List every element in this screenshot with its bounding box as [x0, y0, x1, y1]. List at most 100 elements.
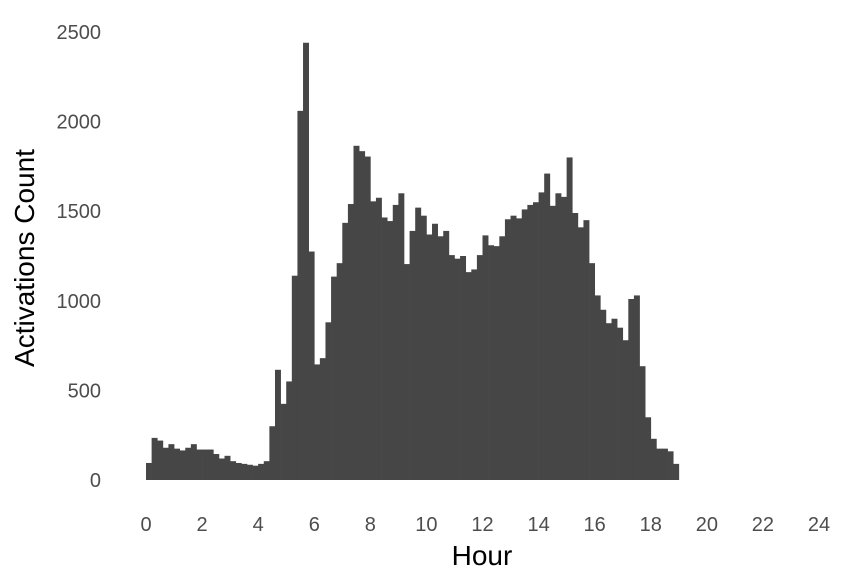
histogram-bar — [493, 246, 500, 480]
histogram-bar — [364, 156, 371, 480]
histogram-bar — [566, 157, 573, 480]
histogram-bar — [572, 212, 579, 480]
histogram-bar — [331, 276, 338, 480]
histogram-bar — [398, 193, 405, 480]
histogram-bar — [274, 369, 281, 480]
histogram-bar — [196, 449, 203, 480]
histogram-bar — [454, 258, 461, 480]
x-tick-label: 22 — [752, 514, 774, 536]
histogram-bar — [661, 448, 668, 480]
histogram-bar — [157, 440, 164, 480]
y-tick-label: 1000 — [57, 291, 102, 313]
histogram-bar — [258, 463, 265, 480]
histogram-bar — [577, 227, 584, 480]
x-tick-label: 0 — [140, 514, 151, 536]
y-axis-ticks: 0 500 1000 1500 2000 2500 — [57, 22, 102, 492]
histogram-bar — [465, 272, 472, 480]
histogram-bar — [235, 462, 242, 480]
histogram-bar — [174, 448, 180, 480]
histogram-bar — [538, 192, 545, 480]
histogram-bar — [521, 209, 528, 480]
histogram-bar — [218, 458, 225, 480]
histogram-bar — [532, 202, 539, 481]
histogram-bar — [594, 295, 601, 480]
histogram-bar — [207, 449, 214, 480]
histogram-bar — [151, 437, 158, 480]
histogram-bar — [325, 322, 332, 480]
histogram-bar — [448, 255, 455, 480]
histogram-bar — [280, 403, 287, 480]
histogram-bar — [605, 323, 612, 480]
y-tick-label: 500 — [68, 380, 101, 402]
x-tick-label: 8 — [365, 514, 376, 536]
histogram-bar — [549, 205, 556, 480]
histogram-bar — [308, 251, 315, 480]
histogram-bar — [286, 381, 293, 480]
x-axis-title: Hour — [452, 540, 513, 571]
x-tick-label: 14 — [527, 514, 549, 536]
histogram-bar — [202, 449, 209, 480]
histogram-bar — [269, 426, 276, 480]
histogram-bar — [263, 461, 270, 480]
histogram-bar — [319, 358, 326, 480]
y-axis-title: Activations Count — [9, 149, 40, 367]
y-tick-label: 2000 — [57, 112, 102, 134]
histogram-bar — [544, 173, 551, 480]
histogram-bar — [516, 218, 523, 481]
histogram-bar — [190, 444, 197, 480]
y-tick-label: 0 — [90, 470, 101, 492]
histogram-bar — [482, 235, 489, 480]
histogram-bar — [162, 447, 169, 480]
histogram-bar — [291, 275, 298, 480]
histogram-bar — [589, 263, 596, 480]
bars-group — [146, 42, 680, 481]
histogram-bar — [656, 448, 663, 480]
histogram-bar — [230, 461, 237, 480]
histogram-bar — [252, 465, 259, 480]
histogram-bar — [583, 220, 590, 480]
x-tick-label: 12 — [471, 514, 493, 536]
histogram-bar — [426, 234, 433, 480]
histogram-bar — [633, 295, 640, 480]
histogram-bar — [437, 236, 444, 480]
histogram-bar — [420, 215, 427, 480]
x-tick-label: 10 — [415, 514, 437, 536]
histogram-bar — [673, 463, 680, 480]
histogram-bar — [146, 462, 152, 480]
histogram-bar — [303, 42, 309, 480]
histogram-bar — [527, 204, 534, 481]
x-tick-label: 2 — [197, 514, 208, 536]
histogram-bar — [224, 455, 231, 480]
histogram-bar — [611, 318, 618, 480]
histogram-bar — [381, 217, 388, 481]
histogram-bar — [403, 264, 410, 480]
histogram-bar — [471, 269, 478, 480]
histogram-bar — [504, 219, 511, 480]
x-tick-label: 16 — [584, 514, 606, 536]
histogram-bar — [347, 204, 354, 481]
histogram-bar — [353, 145, 360, 481]
histogram-bar — [375, 197, 382, 480]
x-tick-label: 6 — [309, 514, 320, 536]
x-tick-label: 20 — [696, 514, 718, 536]
histogram-bar — [409, 230, 416, 480]
histogram-bar — [645, 417, 652, 480]
histogram-bar — [510, 215, 517, 480]
histogram-bar — [387, 221, 394, 480]
histogram-bar — [179, 450, 186, 480]
histogram-bar — [392, 204, 399, 481]
histogram-bar — [213, 454, 220, 480]
histogram-bar — [415, 207, 422, 480]
histogram-bar — [241, 463, 248, 480]
histogram-bar — [460, 256, 467, 480]
histogram-bar — [443, 230, 450, 480]
histogram-bar — [650, 438, 657, 480]
histogram-bar — [561, 196, 567, 480]
histogram-bar — [359, 151, 366, 480]
histogram-bar — [622, 340, 629, 480]
histogram-bar — [628, 299, 635, 480]
x-tick-label: 4 — [253, 514, 264, 536]
x-tick-label: 18 — [640, 514, 662, 536]
y-tick-label: 2500 — [57, 22, 102, 44]
